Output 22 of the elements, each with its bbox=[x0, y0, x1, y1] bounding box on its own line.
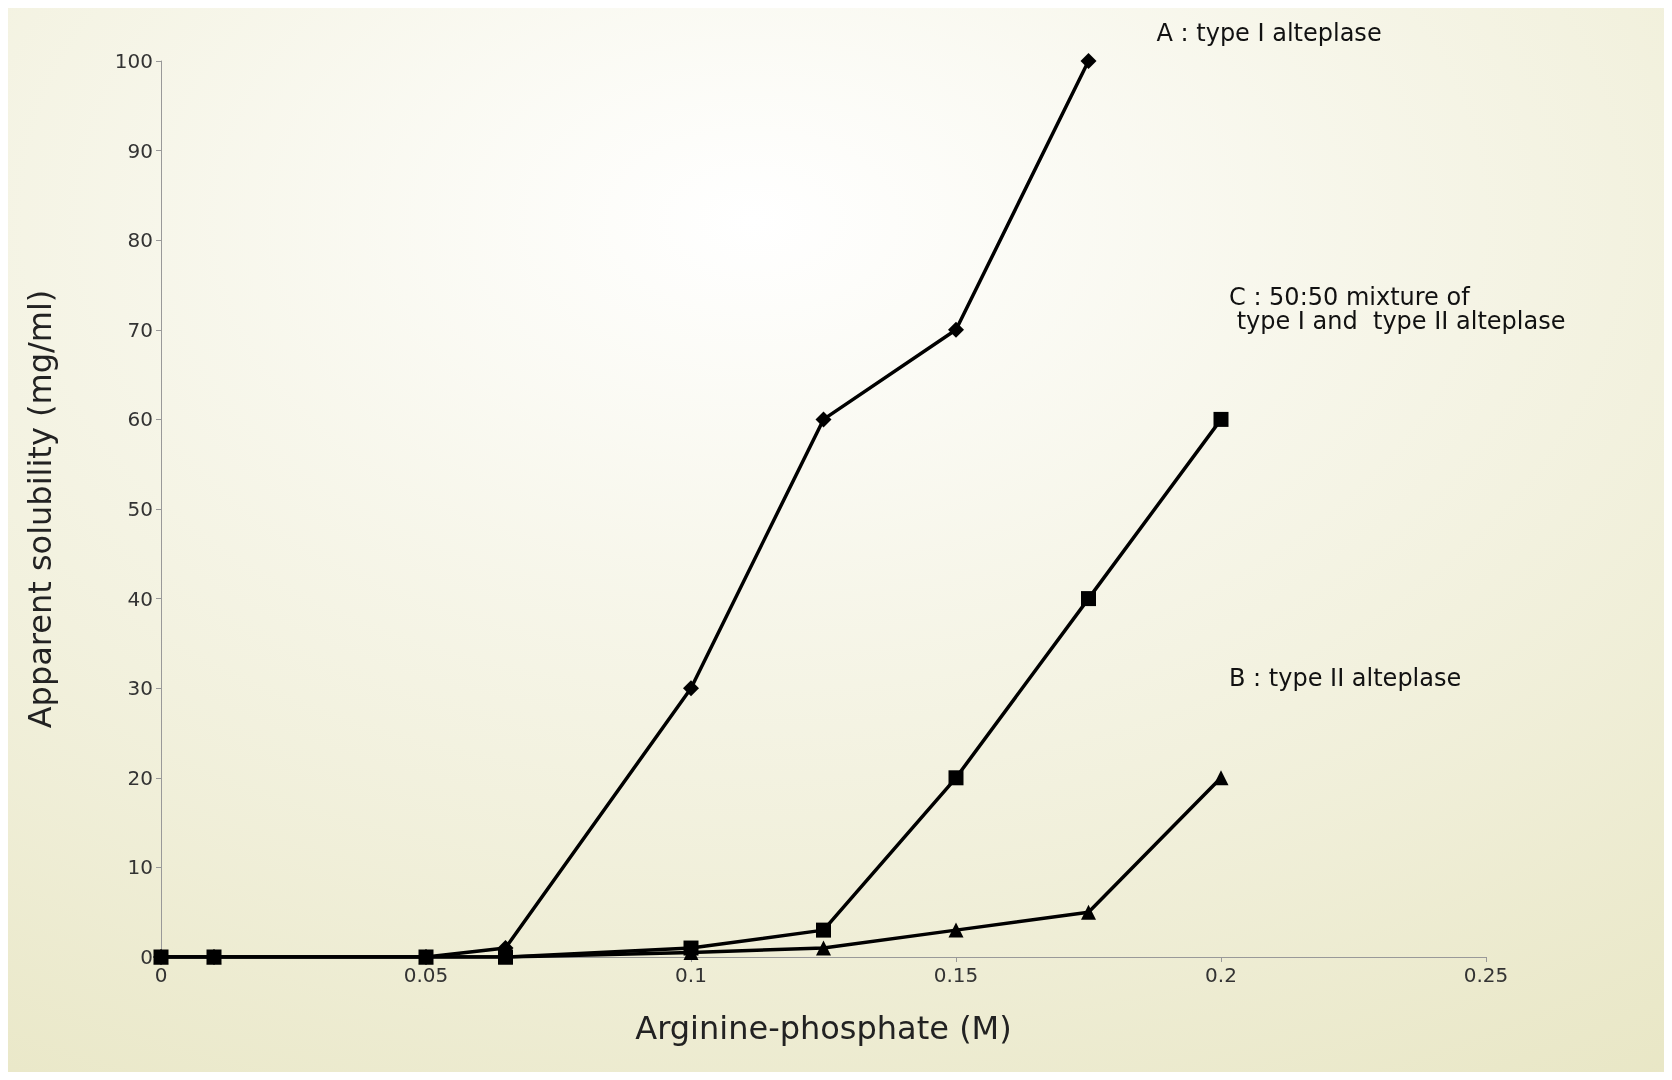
y-tick-label: 70 bbox=[127, 317, 153, 342]
x-tick-label: 0.2 bbox=[1205, 963, 1237, 987]
y-tick-label: 10 bbox=[127, 855, 153, 880]
text: B : type II alteplase bbox=[1229, 663, 1462, 692]
x-tick-label: 0 bbox=[154, 963, 168, 987]
x-axis-title: Arginine-phosphate (M) bbox=[635, 1009, 1012, 1047]
y-tick-label: 20 bbox=[127, 765, 153, 790]
x-tick-label: 0.1 bbox=[675, 963, 707, 987]
y-tick-label: 40 bbox=[127, 586, 153, 611]
x-tick-label: 0.25 bbox=[1463, 963, 1509, 987]
x-tick-label: 0.05 bbox=[403, 963, 449, 987]
y-tick-label: 60 bbox=[127, 407, 153, 432]
text: A : type I alteplase bbox=[1156, 19, 1382, 47]
y-tick-label: 80 bbox=[127, 228, 153, 253]
y-tick-label: 90 bbox=[127, 138, 153, 163]
text: C : 50:50 mixture of type I and type II alteplase bbox=[1229, 283, 1566, 336]
y-axis-title: Apparent solubility (mg/ml) bbox=[21, 289, 59, 729]
y-tick-label: 50 bbox=[127, 497, 153, 521]
x-tick-label: 0.15 bbox=[933, 963, 979, 987]
y-tick-label: 30 bbox=[127, 676, 153, 701]
y-tick-label: 0 bbox=[140, 945, 153, 969]
y-tick-label: 100 bbox=[114, 49, 153, 73]
